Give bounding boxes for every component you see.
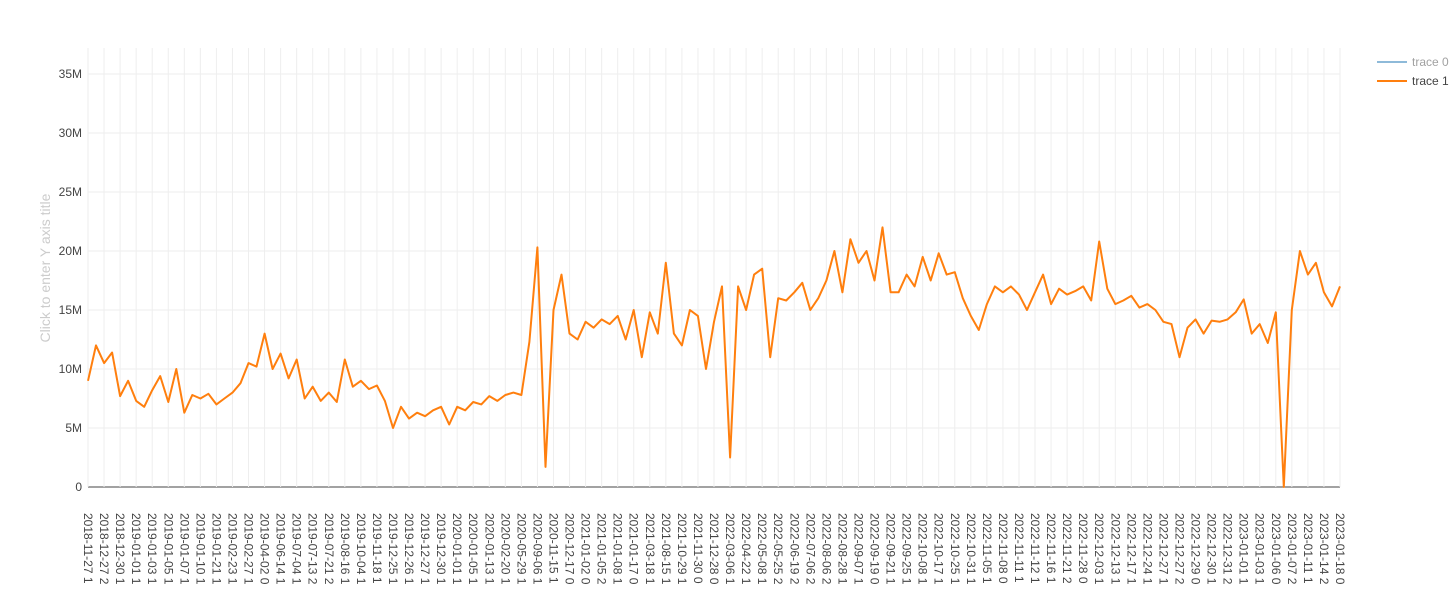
x-tick-label: 2022-08-06 2 [819,513,833,585]
x-tick-label: 2022-07-06 2 [803,513,817,585]
y-tick-label: 5M [65,421,82,435]
x-tick-label: 2021-01-08 1 [611,513,625,585]
x-tick-label: 2022-09-21 1 [884,513,898,585]
x-tick-label: 2019-12-25 1 [386,513,400,585]
x-tick-label: 2019-02-23 1 [225,513,239,585]
x-tick-label: 2023-01-06 0 [1269,513,1283,585]
x-tick-label: 2020-02-20 1 [498,513,512,585]
x-tick-label: 2022-12-03 1 [1092,513,1106,585]
x-tick-label: 2021-12-28 0 [707,513,721,585]
x-tick-label: 2021-01-17 0 [627,513,641,585]
x-tick-label: 2022-11-12 1 [1028,513,1042,584]
x-tick-label: 2022-11-21 2 [1060,513,1074,584]
x-tick-label: 2022-11-05 1 [980,513,994,584]
x-tick-label: 2021-11-30 0 [691,513,705,584]
x-tick-label: 2020-01-01 1 [450,513,464,585]
x-tick-label: 2023-01-01 1 [1237,513,1251,585]
x-tick-label: 2018-11-27 1 [81,513,95,584]
x-tick-label: 2022-03-06 1 [723,513,737,585]
x-tick-label: 2019-01-21 1 [209,513,223,585]
x-tick-label: 2019-01-05 1 [161,513,175,585]
y-tick-label: 25M [59,185,82,199]
x-tick-label: 2022-04-22 1 [739,513,753,585]
x-tick-label: 2022-12-17 1 [1124,513,1138,585]
x-tick-label: 2020-01-05 1 [466,513,480,585]
x-tick-label: 2022-12-27 2 [1172,513,1186,585]
x-tick-label: 2022-10-08 1 [916,513,930,585]
x-tick-label: 2019-01-10 1 [193,513,207,585]
x-tick-label: 2022-09-07 1 [851,513,865,585]
x-tick-label: 2019-02-27 1 [242,513,256,585]
x-tick-label: 2022-11-08 0 [996,513,1010,584]
x-tick-label: 2019-07-13 2 [306,513,320,585]
x-tick-label: 2018-12-27 2 [97,513,111,585]
x-tick-label: 2023-01-11 1 [1301,513,1315,584]
y-tick-label: 30M [59,126,82,140]
y-tick-label: 15M [59,303,82,317]
x-tick-label: 2019-12-30 1 [434,513,448,585]
x-tick-label: 2023-01-18 0 [1333,513,1347,585]
legend-item[interactable]: trace 1 [1377,74,1449,88]
x-tick-label: 2019-07-21 2 [322,513,336,585]
x-tick-label: 2019-06-14 1 [274,513,288,585]
x-tick-label: 2021-08-15 1 [659,513,673,585]
x-tick-label: 2021-03-18 1 [643,513,657,585]
y-tick-label: 35M [59,67,82,81]
x-tick-label: 2020-05-29 1 [514,513,528,585]
x-tick-label: 2019-01-01 1 [129,513,143,585]
x-tick-label: 2021-01-05 2 [595,513,609,585]
x-tick-label: 2022-12-30 1 [1205,513,1219,585]
x-tick-label: 2022-08-28 1 [835,513,849,585]
x-tick-label: 2022-10-25 1 [948,513,962,585]
y-tick-label: 10M [59,362,82,376]
x-tick-label: 2022-12-24 1 [1140,513,1154,585]
x-tick-label: 2020-11-15 1 [546,513,560,584]
x-tick-label: 2022-12-29 0 [1189,513,1203,585]
x-tick-label: 2019-01-07 1 [177,513,191,585]
y-tick-label: 20M [59,244,82,258]
y-tick-label: 0 [75,480,82,494]
x-tick-label: 2022-05-08 1 [755,513,769,585]
x-tick-label: 2022-12-27 1 [1156,513,1170,585]
x-tick-label: 2019-10-04 1 [354,513,368,585]
x-tick-label: 2018-12-30 1 [113,513,127,585]
x-tick-label: 2023-01-03 1 [1253,513,1267,585]
x-tick-label: 2022-12-31 2 [1221,513,1235,585]
x-tick-label: 2019-04-02 0 [258,513,272,585]
x-tick-label: 2019-11-18 1 [370,513,384,584]
x-tick-label: 2022-05-25 2 [771,513,785,585]
x-tick-label: 2021-01-02 0 [579,513,593,585]
x-tick-label: 2021-10-29 1 [675,513,689,585]
x-tick-label: 2023-01-14 2 [1317,513,1331,585]
x-tick-label: 2019-12-27 1 [418,513,432,585]
legend-item[interactable]: trace 0 [1377,55,1449,69]
x-tick-label: 2022-11-11 1 [1012,513,1026,583]
x-tick-label: 2020-09-06 1 [530,513,544,585]
x-tick-label: 2020-12-17 0 [563,513,577,585]
x-tick-label: 2022-11-16 1 [1044,513,1058,584]
x-tick-label: 2022-12-13 1 [1108,513,1122,585]
x-tick-label: 2022-06-19 2 [787,513,801,585]
x-tick-label: 2019-07-04 1 [290,513,304,585]
line-series [87,226,1341,488]
x-tick-label: 2019-12-26 1 [402,513,416,585]
x-tick-label: 2019-08-16 1 [338,513,352,585]
y-axis-title[interactable]: Click to enter Y axis title [37,193,53,342]
x-tick-label: 2022-10-31 1 [964,513,978,585]
x-tick-label: 2019-01-03 1 [145,513,159,585]
x-tick-label: 2020-01-13 1 [482,513,496,585]
x-tick-label: 2022-10-17 1 [932,513,946,585]
x-tick-label: 2022-09-19 0 [868,513,882,585]
x-tick-label: 2022-09-25 1 [900,513,914,585]
legend-label: trace 0 [1412,55,1449,69]
x-tick-label: 2022-11-28 0 [1076,513,1090,584]
legend-label: trace 1 [1412,74,1449,88]
x-tick-label: 2023-01-07 2 [1285,513,1299,585]
